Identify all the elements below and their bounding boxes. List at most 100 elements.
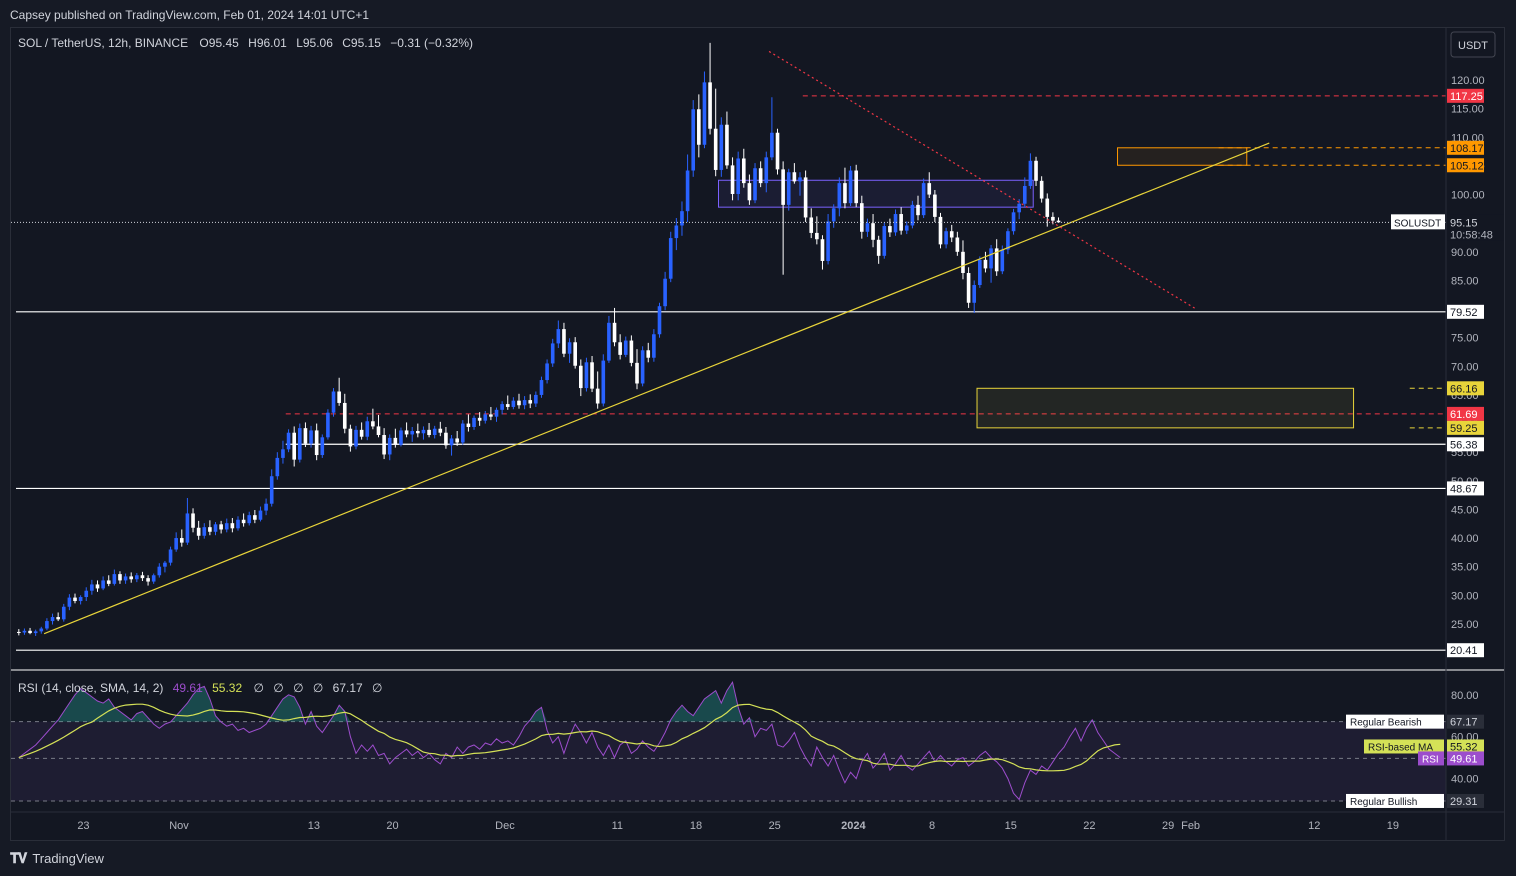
candle [112, 574, 117, 584]
candle [843, 183, 847, 204]
candle [213, 524, 218, 532]
candle [753, 168, 757, 201]
rsi-legend-value: 49.61 [173, 681, 203, 695]
chart-canvas[interactable]: 25.0030.0035.0040.0045.0050.0055.0060.00… [11, 28, 1516, 840]
price-level-value: 105.12 [1450, 160, 1484, 172]
candle [101, 580, 105, 589]
candle [674, 225, 679, 239]
descending-trendline[interactable] [768, 50, 1197, 310]
candle [798, 177, 802, 182]
candle [387, 437, 392, 455]
candle [595, 388, 600, 404]
candle [258, 510, 263, 520]
rsi-value-text: 49.61 [1450, 753, 1478, 765]
candle [657, 306, 662, 335]
rsi-axis-tag-text: RSI [1422, 754, 1439, 765]
time-tick-label: Feb [1181, 820, 1200, 832]
rsi-tick-label: 80.00 [1451, 690, 1479, 702]
price-level-value: 61.69 [1450, 409, 1478, 421]
candle [528, 400, 533, 404]
candle [725, 124, 729, 166]
candle [438, 428, 443, 433]
candle [253, 515, 257, 520]
candle [803, 177, 808, 218]
bar-countdown: 10:58:48 [1450, 229, 1493, 241]
candle [860, 203, 864, 232]
candle [584, 362, 589, 389]
candle [359, 429, 364, 437]
footer-brand[interactable]: 𝐓𝐕 TradingView [10, 850, 104, 867]
candle [472, 417, 476, 427]
chart-frame[interactable]: 25.0030.0035.0040.0045.0050.0055.0060.00… [10, 27, 1516, 841]
rsi-empty-marker: ∅ [253, 681, 263, 695]
rsi-tick-label: 40.00 [1451, 774, 1479, 786]
time-tick-label: 25 [769, 820, 781, 832]
candle [719, 124, 724, 170]
candle [685, 170, 690, 212]
close-label: C [342, 36, 351, 50]
candle [371, 421, 375, 427]
rsi-empty-marker: ∅ [273, 681, 283, 695]
candle [691, 109, 696, 171]
rsi-axis-tag [1418, 751, 1444, 766]
candle [949, 231, 954, 238]
price-level-badge [1447, 304, 1484, 319]
candle [938, 216, 943, 245]
candle [95, 584, 100, 589]
candle [865, 223, 870, 232]
candle [365, 421, 370, 437]
price-level-badge [1447, 140, 1484, 155]
candle [28, 630, 32, 634]
price-level-badge [1447, 381, 1484, 396]
candle [281, 449, 285, 458]
candle [489, 414, 493, 417]
main-ascending-trendline[interactable] [43, 142, 1270, 635]
candle [416, 431, 420, 434]
price-tick-label: 120.00 [1451, 75, 1485, 87]
candle [713, 128, 718, 170]
candle [702, 82, 707, 145]
candle [697, 109, 701, 145]
time-tick-label: 22 [1083, 820, 1095, 832]
candle [1017, 203, 1021, 213]
candle [545, 363, 549, 381]
candle [22, 630, 27, 633]
currency-button[interactable]: USDT [1450, 31, 1496, 58]
candle [460, 423, 465, 443]
candle [826, 221, 830, 261]
candle [989, 248, 993, 269]
candle [590, 362, 594, 389]
candle [983, 259, 988, 269]
rsi-legend-title: RSI (14, close, SMA, 14, 2) [18, 681, 163, 695]
candle [376, 426, 381, 436]
candle [342, 402, 347, 429]
candle [882, 226, 887, 256]
candle [393, 437, 398, 445]
change-value: −0.31 (−0.32%) [390, 36, 473, 50]
candle [421, 429, 426, 434]
candle [191, 513, 195, 528]
candle [904, 225, 909, 231]
high-value: 96.01 [257, 36, 287, 50]
price-tick-label: 35.00 [1451, 562, 1479, 574]
candle [90, 584, 94, 591]
purple-range-zone[interactable] [718, 179, 1034, 208]
candle [668, 238, 673, 279]
candle [607, 322, 611, 361]
price-tick-label: 85.00 [1451, 275, 1479, 287]
yellow-demand-zone[interactable] [976, 387, 1355, 429]
candle [972, 285, 977, 303]
rsi-empty-marker: ∅ [372, 681, 382, 695]
candle [219, 524, 223, 530]
candle [505, 404, 510, 407]
candle [61, 606, 66, 620]
low-value: 95.06 [303, 36, 333, 50]
orange-supply-zone[interactable] [1117, 147, 1248, 166]
price-level-badge [1447, 643, 1484, 658]
candle [151, 575, 156, 582]
candle [427, 429, 431, 436]
candle [314, 430, 319, 456]
candle [477, 417, 482, 421]
candle [792, 172, 797, 182]
candle [1006, 231, 1010, 250]
